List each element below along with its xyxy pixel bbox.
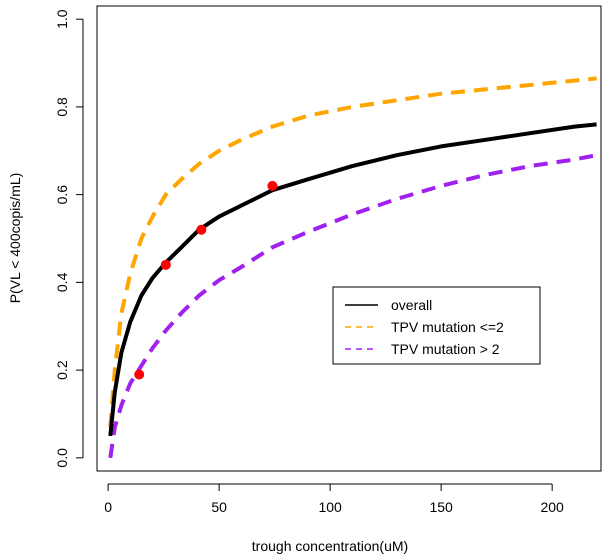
- y-tick-label: 0.6: [54, 185, 70, 205]
- x-tick-label: 50: [211, 499, 227, 515]
- y-axis-label: P(VL < 400copis/mL): [7, 173, 23, 304]
- data-point: [160, 259, 171, 270]
- x-tick-label: 100: [318, 499, 342, 515]
- y-tick-label: 0.2: [54, 360, 70, 380]
- observed-points: [134, 180, 278, 380]
- data-point: [196, 224, 207, 235]
- series-line-1: [108, 76, 597, 428]
- y-tick-label: 1.0: [54, 9, 70, 29]
- data-point: [267, 180, 278, 191]
- y-tick-label: 0.4: [54, 272, 70, 292]
- legend-label-tpv-gt2: TPV mutation > 2: [391, 341, 500, 357]
- x-axis: 0 50 100 150 200: [104, 483, 564, 515]
- x-axis-label: trough concentration(uM): [252, 538, 408, 554]
- series-lines: [108, 76, 597, 459]
- legend: overall TPV mutation <=2 TPV mutation > …: [332, 286, 541, 365]
- legend-box: [332, 286, 541, 365]
- legend-label-tpv-le2: TPV mutation <=2: [391, 319, 504, 335]
- x-tick-label: 200: [540, 499, 564, 515]
- data-point: [134, 369, 145, 380]
- y-tick-label: 0.8: [54, 97, 70, 117]
- y-tick-label: 0.0: [54, 448, 70, 468]
- y-axis: 0.0 0.2 0.4 0.6 0.8 1.0: [54, 9, 84, 468]
- x-tick-label: 0: [104, 499, 112, 515]
- series-line-2: [108, 153, 597, 459]
- x-tick-label: 150: [429, 499, 453, 515]
- legend-label-overall: overall: [391, 297, 432, 313]
- series-line-0: [108, 122, 597, 437]
- plot-frame: [96, 5, 602, 472]
